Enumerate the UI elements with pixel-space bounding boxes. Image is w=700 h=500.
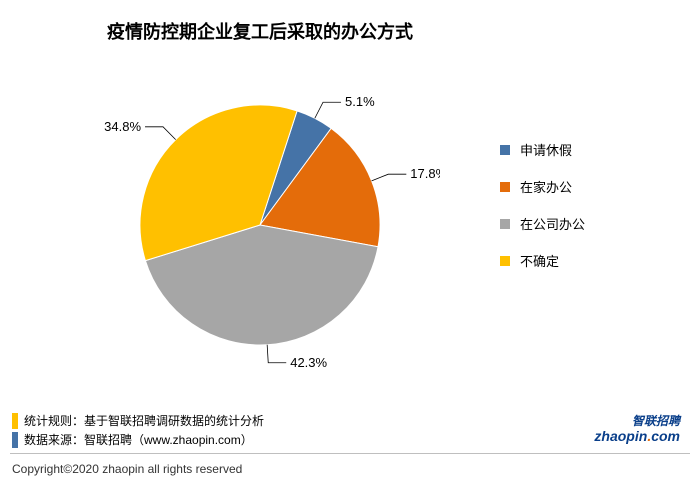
label-leader-line: [372, 174, 407, 181]
legend-swatch-icon: [500, 219, 510, 229]
logo-en-text: zhaopin.com: [594, 429, 680, 444]
stats-rule-value: 基于智联招聘调研数据的统计分析: [84, 412, 264, 429]
copyright-text: Copyright©2020 zhaopin all rights reserv…: [12, 462, 242, 476]
legend-swatch-icon: [500, 182, 510, 192]
chart-container: 疫情防控期企业复工后采取的办公方式 5.1% 17.8% 42.3% 34.8% 申请…: [0, 0, 700, 500]
legend-item: 不确定: [500, 251, 585, 270]
legend-item: 在家办公: [500, 177, 585, 196]
stats-rule-label: 统计规则：: [24, 412, 84, 429]
rule-bar-icon: [12, 413, 18, 429]
legend: 申请休假在家办公在公司办公不确定: [500, 140, 585, 288]
zhaopin-logo: 智联招聘 zhaopin.com: [594, 415, 680, 444]
chart-title: 疫情防控期企业复工后采取的办公方式: [0, 18, 520, 44]
rule-bar-icon: [12, 432, 18, 448]
pie-chart: 5.1% 17.8% 42.3% 34.8%: [80, 60, 440, 380]
source-rule-value: 智联招聘（www.zhaopin.com）: [84, 431, 253, 448]
legend-item: 在公司办公: [500, 214, 585, 233]
source-rule-label: 数据来源：: [24, 431, 84, 448]
legend-item: 申请休假: [500, 140, 585, 159]
label-leader-line: [267, 345, 286, 363]
slice-value-label: 17.8%: [410, 166, 440, 181]
legend-label: 申请休假: [520, 140, 572, 159]
label-leader-line: [315, 102, 341, 118]
legend-swatch-icon: [500, 256, 510, 266]
legend-label: 在家办公: [520, 177, 572, 196]
stats-rule-line: 统计规则： 基于智联招聘调研数据的统计分析: [12, 412, 264, 429]
slice-value-label: 5.1%: [345, 94, 375, 109]
legend-label: 在公司办公: [520, 214, 585, 233]
legend-label: 不确定: [520, 251, 559, 270]
slice-value-label: 34.8%: [104, 119, 141, 134]
slice-value-label: 42.3%: [290, 355, 327, 370]
legend-swatch-icon: [500, 145, 510, 155]
label-leader-line: [145, 127, 176, 140]
footer-rules: 统计规则： 基于智联招聘调研数据的统计分析 数据来源： 智联招聘（www.zha…: [12, 410, 264, 448]
source-rule-line: 数据来源： 智联招聘（www.zhaopin.com）: [12, 431, 264, 448]
divider-line: [10, 453, 690, 454]
